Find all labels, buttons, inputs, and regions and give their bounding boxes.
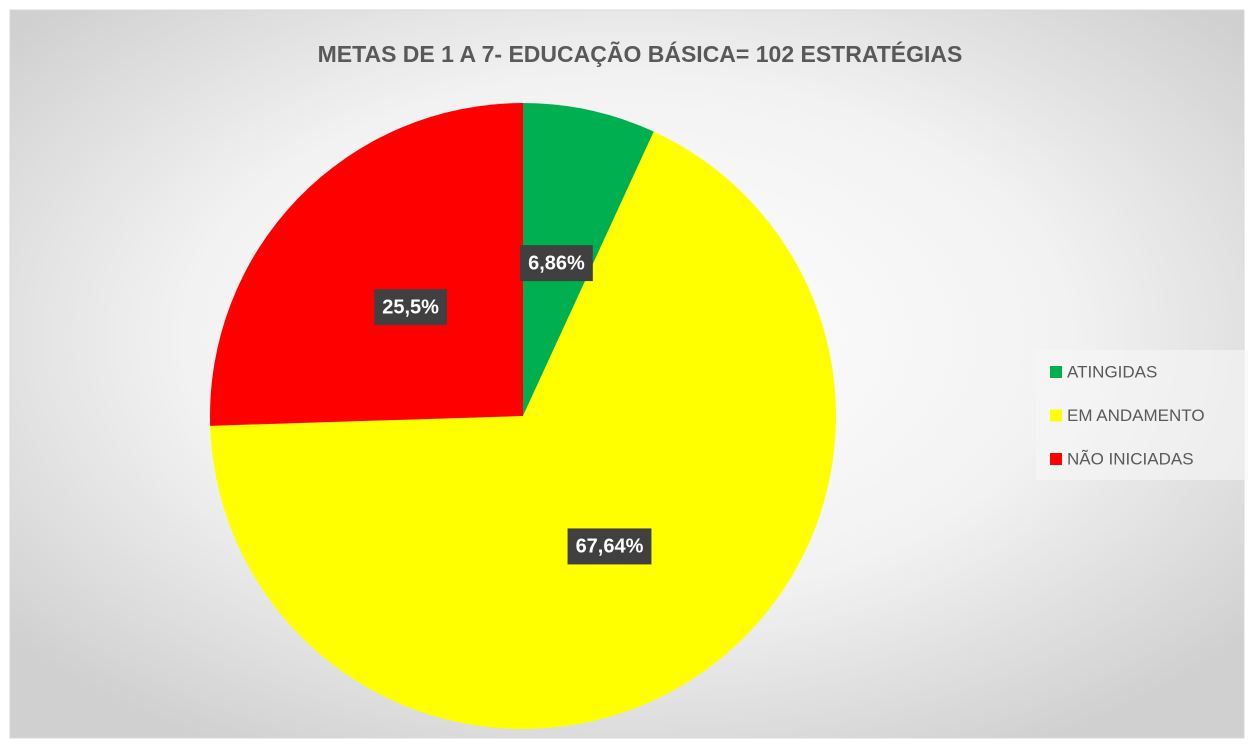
data-label: 67,64% [567, 528, 652, 565]
legend-swatch [1050, 409, 1062, 422]
legend-label: EM ANDAMENTO [1067, 406, 1205, 425]
data-label-text: 25,5% [382, 296, 439, 318]
pie-slice [210, 103, 524, 426]
pie [210, 103, 837, 729]
legend-label: NÃO INICIADAS [1067, 449, 1194, 468]
pie-slice [210, 131, 837, 729]
chart-title: METAS DE 1 A 7- EDUCAÇÃO BÁSICA= 102 EST… [318, 40, 963, 67]
legend: ATINGIDAS EM ANDAMENTO NÃO INICIADAS [1050, 362, 1205, 468]
data-label-box [567, 528, 652, 565]
data-label: 6,86% [520, 245, 593, 282]
legend-box [1036, 350, 1248, 480]
data-label-text: 67,64% [576, 536, 644, 558]
legend-swatch [1050, 366, 1062, 378]
data-label-text: 6,86% [528, 252, 585, 274]
data-label-box [374, 289, 447, 326]
legend-label: ATINGIDAS [1067, 362, 1157, 381]
data-labels: 6,86% 67,64% 25,5% [374, 245, 652, 565]
data-label-box [520, 245, 593, 282]
data-label: 25,5% [374, 289, 447, 326]
legend-swatch [1050, 453, 1062, 465]
